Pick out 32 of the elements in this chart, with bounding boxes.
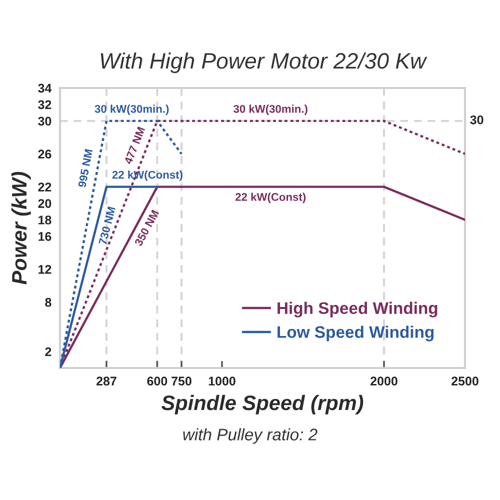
y-tick-label: 18	[38, 216, 52, 224]
y-tick-label: 30	[38, 116, 52, 126]
y-tick-label: 20	[38, 199, 52, 208]
x-tick-label: 287	[96, 376, 116, 386]
annotation: 30 kW(30min.)	[94, 104, 169, 116]
x-tick-label: 2500	[452, 376, 478, 386]
legend-label: Low Speed Winding	[278, 326, 434, 342]
y-tick-label: 26	[38, 150, 52, 159]
y-tick-label: 2	[45, 347, 52, 356]
y-tick-label: 32	[38, 100, 52, 110]
annotation: 730 NM	[98, 206, 116, 245]
x-axis-title: Spindle Speed (rpm)	[161, 394, 364, 414]
y-tick-label: 34	[38, 84, 52, 93]
y-tick-label: 22	[38, 182, 52, 192]
y-tick-label: 8	[45, 298, 52, 307]
annotation: 995 NM	[78, 149, 93, 188]
annotation: 22 kW(Const)	[112, 170, 182, 181]
y-axis-title: Power (kW)	[11, 172, 31, 284]
x-tick-label: 2000	[370, 376, 398, 386]
annotation: 350 NM	[134, 210, 160, 247]
chart-title: With High Power Motor 22/30 Kw	[100, 52, 428, 74]
text: with Pulley ratio: 2	[183, 428, 318, 444]
x-tick-label: 600	[147, 376, 168, 386]
annotation: 30 kW(30min.)	[234, 104, 308, 116]
ref-line-label: 30	[470, 115, 484, 124]
y-tick-label: 16	[38, 232, 52, 241]
x-tick-label: 1000	[208, 376, 236, 386]
annotation: 477 NM	[124, 126, 146, 165]
legend-label: High Speed Winding	[278, 302, 438, 318]
annotation: 22 kW(Const)	[235, 192, 306, 204]
x-tick-label: 750	[172, 376, 192, 386]
y-tick-label: 12	[38, 264, 52, 274]
